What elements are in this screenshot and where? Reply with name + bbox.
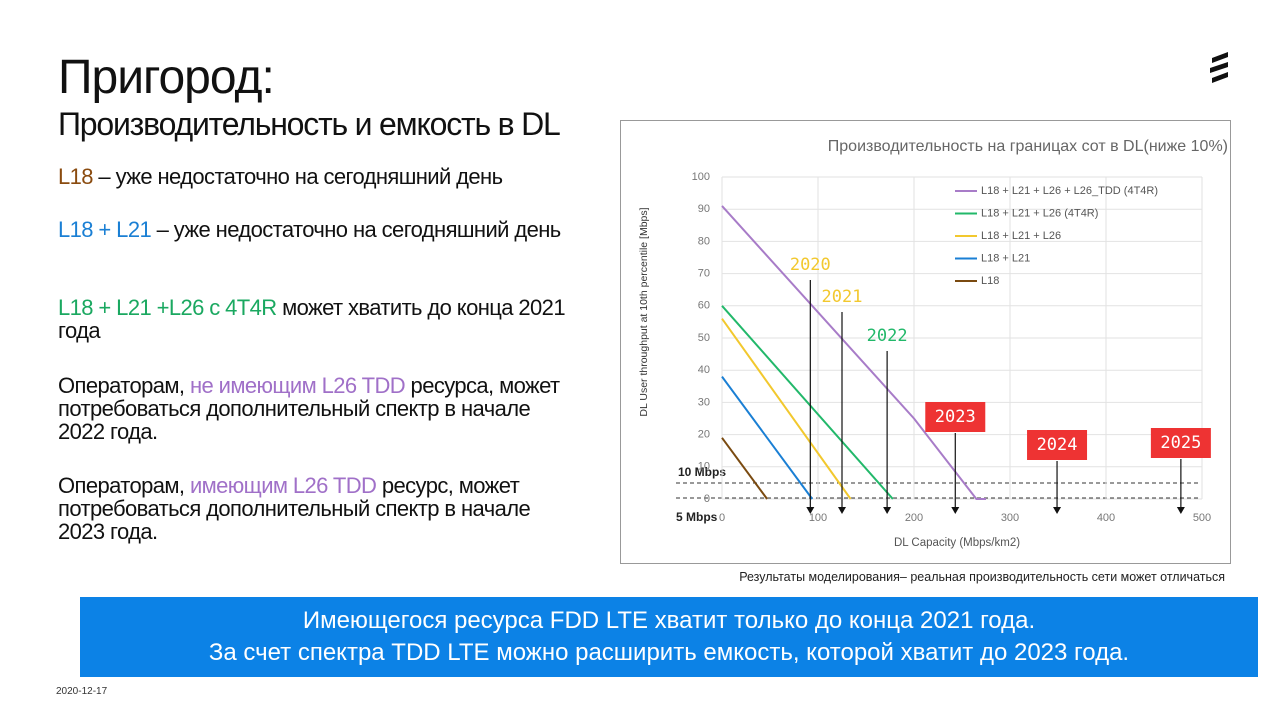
banner-line: Имеющегося ресурса FDD LTE хватит только… (302, 607, 1036, 634)
legend-label: L18 + L21 + L26 (4T4R) (981, 207, 1098, 219)
annotation-label: 2022 (867, 326, 908, 346)
text-segment: L18 (58, 164, 94, 189)
chart-title: Производительность на границах сот в DL(… (828, 138, 1228, 155)
y-tick-label: 90 (698, 203, 710, 215)
text-segment: может хватить до конца 2021 года (58, 295, 566, 343)
x-axis-label: DL Capacity (Mbps/km2) (894, 537, 1020, 549)
series-line (721, 318, 852, 500)
text-segment: Операторам, (58, 473, 190, 498)
text-segment: L18 + L21 +L26 с 4T4R (58, 295, 277, 320)
text-segment: L18 + L21 (58, 217, 152, 242)
paragraph: L18 + L21 – уже недостаточно на сегодняш… (58, 218, 568, 241)
text-segment: – уже недостаточно на сегодняшний день (92, 164, 503, 189)
slide-subtitle: Производительность и емкость в DL (58, 106, 561, 142)
arrow-head (883, 507, 892, 514)
x-tick-label: 400 (1097, 512, 1115, 524)
annotation-box (1027, 430, 1088, 460)
text-segment: Операторам, (58, 373, 190, 398)
series-line (721, 376, 814, 500)
x-tick-label: 0 (719, 512, 725, 524)
annotation-box (925, 402, 986, 432)
banner-line: За счет спектра TDD LTE можно расширить … (208, 639, 1130, 666)
legend-label: L18 + L21 + L26 (981, 230, 1061, 242)
annotation-label: 2023 (935, 407, 976, 427)
paragraph: L18 – уже недостаточно на сегодняшний де… (58, 165, 568, 188)
paragraph: L18 + L21 +L26 с 4T4R может хватить до к… (58, 296, 568, 342)
arrow-head (951, 507, 960, 514)
text-segment: ресурса, может потребоваться дополнитель… (58, 373, 560, 444)
arrow-head (838, 507, 846, 514)
threshold-label: 10 Mbps (678, 465, 726, 479)
paragraph: Операторам, имеющим L26 TDD ресурс, може… (58, 474, 568, 543)
series-line (721, 205, 986, 500)
series-line (721, 437, 768, 500)
text-segment: не имеющим L26 TDD (189, 373, 406, 398)
arrow-head (1176, 507, 1185, 514)
x-tick-label: 200 (905, 512, 923, 524)
y-tick-label: 70 (698, 268, 710, 280)
legend-label: L18 (981, 275, 999, 287)
y-tick-label: 80 (698, 235, 710, 247)
legend-label: L18 + L21 (981, 252, 1030, 264)
chart-caption: Результаты моделирования– реальная произ… (739, 570, 1225, 584)
paragraph: Операторам, не имеющим L26 TDD ресурса, … (58, 374, 568, 443)
legend-label: L18 + L21 + L26 + L26_TDD (4T4R) (981, 185, 1158, 197)
arrow-head (1053, 507, 1062, 514)
x-tick-label: 100 (809, 512, 827, 524)
annotation-box (1150, 428, 1211, 458)
annotation-label: 2024 (1037, 435, 1078, 455)
y-tick-label: 60 (698, 300, 710, 312)
annotation-label: 2025 (1160, 433, 1201, 453)
logo (1210, 52, 1228, 83)
arrow-head (806, 507, 815, 514)
chart: Производительность на границах сот в DL(… (620, 52, 1231, 564)
banner: Имеющегося ресурса FDD LTE хватит только… (80, 597, 1258, 677)
x-tick-label: 500 (1193, 512, 1211, 524)
text-segment: ресурс, может потребоваться дополнительн… (58, 473, 531, 544)
y-tick-label: 100 (692, 171, 710, 183)
threshold-label: 5 Mbps (676, 510, 718, 524)
y-tick-label: 0 (704, 493, 710, 505)
text-segment: – уже недостаточно на сегодняшний день (151, 217, 562, 242)
y-axis-label: DL User throughput at 10th percentile [M… (638, 207, 650, 416)
y-tick-label: 10 (698, 461, 710, 473)
annotation-label: 2021 (822, 287, 863, 307)
y-tick-label: 30 (698, 396, 710, 408)
date: 2020-12-17 (56, 686, 108, 697)
y-tick-label: 40 (698, 364, 710, 376)
y-tick-label: 50 (698, 332, 710, 344)
series-line (721, 305, 894, 500)
x-tick-label: 300 (1001, 512, 1019, 524)
annotation-label: 2020 (790, 255, 831, 275)
slide-title: Пригород: (58, 51, 275, 104)
text-segment: имеющим L26 TDD (189, 473, 377, 498)
y-tick-label: 20 (698, 429, 710, 441)
